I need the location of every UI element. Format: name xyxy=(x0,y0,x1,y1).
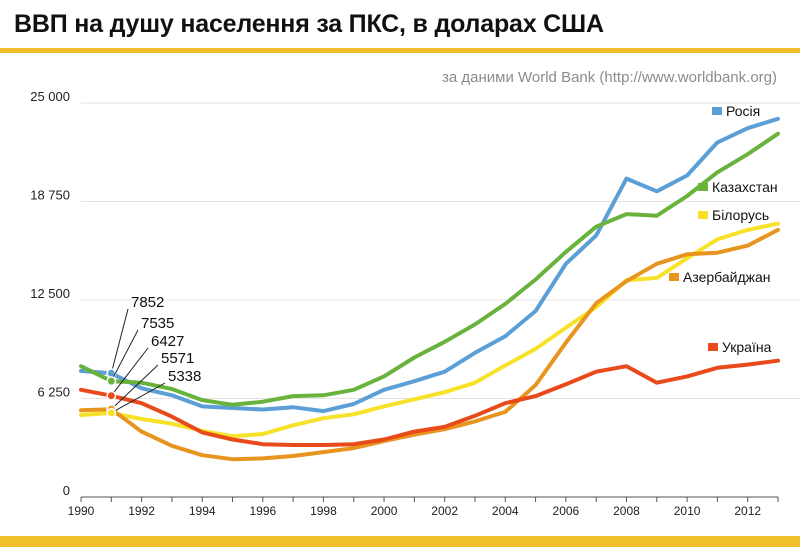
annotation-value-label: 5338 xyxy=(168,368,201,385)
x-tick-label: 2008 xyxy=(613,504,640,518)
legend-swatch xyxy=(669,273,679,281)
series-line-Білорусь xyxy=(79,221,780,439)
axes: 0 6 250 12 500 18 750 25 000 1990 1992 1994 1996… xyxy=(30,89,779,518)
data-source-note: за даними World Bank (http://www.worldba… xyxy=(442,69,777,86)
series-line-Азербайджан xyxy=(79,227,780,462)
series-lines xyxy=(79,116,780,462)
legend-label: Казахстан xyxy=(712,179,778,195)
series-line-Україна xyxy=(79,358,780,447)
annotation-marker xyxy=(106,407,117,418)
y-tick-label: 25 000 xyxy=(30,89,70,104)
annotation-leader xyxy=(110,329,139,382)
x-tick-label: 1990 xyxy=(68,504,95,518)
legend-label: Росія xyxy=(726,103,760,119)
legend-swatch xyxy=(698,211,708,219)
x-tick-label: 1998 xyxy=(310,504,337,518)
legend-swatch xyxy=(698,183,708,191)
annotation-value-label: 6427 xyxy=(151,333,184,350)
chart-title: ВВП на душу населення за ПКС, в доларах … xyxy=(14,10,604,38)
annotation-leader xyxy=(110,364,159,410)
bottom-bar xyxy=(0,536,800,547)
annotation-value-label: 5571 xyxy=(161,350,194,367)
y-tick-label: 12 500 xyxy=(30,286,70,301)
y-tick-label: 0 xyxy=(63,483,70,498)
x-tick-label: 2012 xyxy=(734,504,761,518)
legend-label: Білорусь xyxy=(712,207,769,223)
annotation-leader xyxy=(110,308,129,374)
y-tick-label: 6 250 xyxy=(37,385,70,400)
y-tick-label: 18 750 xyxy=(30,188,70,203)
x-tick-label: 2004 xyxy=(492,504,519,518)
annotation-value-label: 7535 xyxy=(141,315,174,332)
x-tick-label: 1996 xyxy=(249,504,276,518)
legend-swatch xyxy=(708,343,718,351)
x-tick-label: 1992 xyxy=(128,504,155,518)
legend-label: Азербайджан xyxy=(683,269,771,285)
series-line-Казахстан xyxy=(79,131,780,407)
x-tick-label: 2000 xyxy=(371,504,398,518)
x-tick-label: 1994 xyxy=(189,504,216,518)
annotation-leader xyxy=(110,347,149,397)
title-underline xyxy=(0,48,800,53)
legend-swatch xyxy=(712,107,722,115)
annotation-value-label: 7852 xyxy=(131,294,164,311)
legend: Росія Казахстан Білорусь Азербайджан Україна xyxy=(669,103,778,355)
x-tick-label: 2010 xyxy=(674,504,701,518)
annotation-marker xyxy=(106,376,117,387)
legend-label: Україна xyxy=(722,339,772,355)
annotation-leader xyxy=(111,382,166,414)
x-tick-label: 2006 xyxy=(553,504,580,518)
x-tick-label: 2002 xyxy=(431,504,458,518)
annotation-marker xyxy=(106,390,117,401)
series-line-Росія xyxy=(79,116,780,414)
